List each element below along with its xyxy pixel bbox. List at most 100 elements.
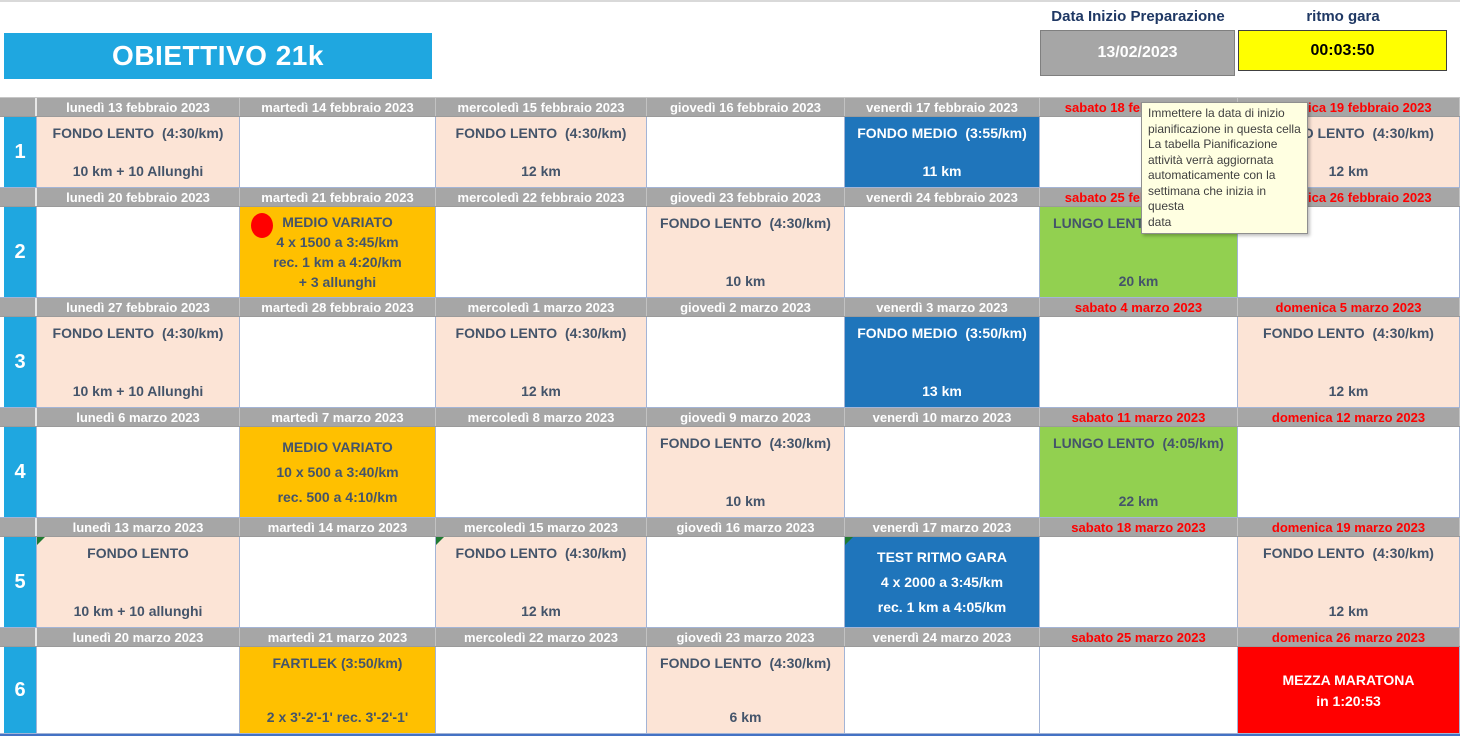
day-header-cell[interactable]: venerdì 10 marzo 2023 <box>845 408 1040 426</box>
activity-cell[interactable]: FONDO LENTO (4:30/km) 12 km <box>436 537 647 628</box>
day-header-cell[interactable]: giovedì 23 febbraio 2023 <box>647 188 845 206</box>
empty-day-cell[interactable] <box>647 117 845 188</box>
week-number-cell[interactable]: 3 <box>0 317 37 408</box>
activity-cell[interactable]: FONDO LENTO (4:30/km) 6 km <box>647 647 845 734</box>
week-number-cell[interactable]: 1 <box>0 117 37 188</box>
empty-day-cell[interactable] <box>436 207 647 298</box>
empty-day-cell[interactable] <box>436 647 647 734</box>
empty-day-cell[interactable] <box>240 537 436 628</box>
day-header-cell[interactable]: lunedì 20 marzo 2023 <box>37 628 240 646</box>
day-header-cell[interactable]: sabato 4 marzo 2023 <box>1040 298 1238 316</box>
day-header-cell[interactable]: lunedì 13 marzo 2023 <box>37 518 240 536</box>
activity-cell[interactable]: LUNGO LENTO (4:05/km) 22 km <box>1040 427 1238 518</box>
activity-cell[interactable]: FARTLEK (3:50/km) 2 x 3'-2'-1' rec. 3'-2'… <box>240 647 436 734</box>
day-header-cell[interactable]: lunedì 27 febbraio 2023 <box>37 298 240 316</box>
activity-cell[interactable]: FONDO LENTO (4:30/km) 10 km <box>647 427 845 518</box>
week-number-cell[interactable]: 4 <box>0 427 37 518</box>
activity-cell[interactable]: FONDO LENTO (4:30/km) 10 km + 10 Allunghi <box>37 117 240 188</box>
day-header-cell[interactable]: venerdì 3 marzo 2023 <box>845 298 1040 316</box>
day-header-cell[interactable]: domenica 19 marzo 2023 <box>1238 518 1460 536</box>
empty-day-cell[interactable] <box>845 647 1040 734</box>
activity-cell[interactable]: MEZZA MARATONA in 1:20:53 <box>1238 647 1460 734</box>
top-bar: OBIETTIVO 21k Data Inizio Preparazione r… <box>0 2 1460 97</box>
activity-line: + 3 allunghi <box>298 274 377 290</box>
day-header-cell[interactable]: venerdì 17 marzo 2023 <box>845 518 1040 536</box>
activity-line: 13 km <box>922 383 962 399</box>
day-header-cell[interactable]: martedì 21 marzo 2023 <box>240 628 436 646</box>
day-header-cell[interactable]: domenica 12 marzo 2023 <box>1238 408 1460 426</box>
day-header-cell[interactable]: mercoledì 1 marzo 2023 <box>436 298 647 316</box>
activity-cell[interactable]: MEDIO VARIATO 4 x 1500 a 3:45/km rec. 1 km… <box>240 207 436 298</box>
activity-cell[interactable]: FONDO LENTO (4:30/km) 10 km <box>647 207 845 298</box>
day-header-cell[interactable]: domenica 5 marzo 2023 <box>1238 298 1460 316</box>
activity-line: 12 km <box>521 383 561 399</box>
activity-cell[interactable]: FONDO LENTO (4:30/km) 12 km <box>436 117 647 188</box>
day-header-cell[interactable]: domenica 26 marzo 2023 <box>1238 628 1460 646</box>
day-header-cell[interactable]: giovedì 16 marzo 2023 <box>647 518 845 536</box>
day-header-cell[interactable]: giovedì 2 marzo 2023 <box>647 298 845 316</box>
day-header-cell[interactable]: venerdì 17 febbraio 2023 <box>845 98 1040 116</box>
empty-day-cell[interactable] <box>1238 427 1460 518</box>
day-header-cell[interactable]: martedì 28 febbraio 2023 <box>240 298 436 316</box>
activity-line: FONDO MEDIO (3:55/km) <box>857 125 1027 141</box>
day-header-cell[interactable]: lunedì 6 marzo 2023 <box>37 408 240 426</box>
activity-cell[interactable]: FONDO LENTO (4:30/km) 12 km <box>436 317 647 408</box>
day-header-cell[interactable]: mercoledì 15 febbraio 2023 <box>436 98 647 116</box>
week-number-label: 3 <box>4 317 36 407</box>
day-header-cell[interactable]: giovedì 9 marzo 2023 <box>647 408 845 426</box>
empty-day-cell[interactable] <box>37 647 240 734</box>
activity-line: rec. 1 km a 4:20/km <box>273 254 402 270</box>
day-header-cell[interactable]: venerdì 24 febbraio 2023 <box>845 188 1040 206</box>
day-header-cell[interactable]: lunedì 13 febbraio 2023 <box>37 98 240 116</box>
week-number-cell[interactable]: 2 <box>0 207 37 298</box>
activity-cell[interactable]: TEST RITMO GARA 4 x 2000 a 3:45/km rec. 1 … <box>845 537 1040 628</box>
day-header-cell[interactable]: martedì 14 febbraio 2023 <box>240 98 436 116</box>
activity-line: FONDO LENTO (4:30/km) <box>455 545 627 561</box>
empty-day-cell[interactable] <box>37 427 240 518</box>
day-header-cell[interactable]: mercoledì 8 marzo 2023 <box>436 408 647 426</box>
empty-day-cell[interactable] <box>1040 317 1238 408</box>
activity-cell[interactable]: MEDIO VARIATO 10 x 500 a 3:40/km rec. 500 … <box>240 427 436 518</box>
day-header-cell[interactable]: giovedì 23 marzo 2023 <box>647 628 845 646</box>
activity-line: FONDO LENTO <box>87 545 189 561</box>
activity-cell[interactable]: FONDO LENTO (4:30/km) 10 km + 10 Allunghi <box>37 317 240 408</box>
activity-cell[interactable]: FONDO LENTO 10 km + 10 allunghi <box>37 537 240 628</box>
day-header-cell[interactable]: mercoledì 22 marzo 2023 <box>436 628 647 646</box>
day-header-cell[interactable]: venerdì 24 marzo 2023 <box>845 628 1040 646</box>
empty-day-cell[interactable] <box>647 317 845 408</box>
week-day-header-row: lunedì 20 marzo 2023 martedì 21 marzo 202… <box>0 628 1460 647</box>
day-header-cell[interactable]: lunedì 20 febbraio 2023 <box>37 188 240 206</box>
activity-cell[interactable]: FONDO MEDIO (3:55/km) 11 km <box>845 117 1040 188</box>
day-header-cell[interactable]: martedì 21 febbraio 2023 <box>240 188 436 206</box>
day-header-cell[interactable]: sabato 25 marzo 2023 <box>1040 628 1238 646</box>
empty-day-cell[interactable] <box>240 317 436 408</box>
week-number-cell[interactable]: 6 <box>0 647 37 734</box>
activity-cell[interactable]: FONDO LENTO (4:30/km) 12 km <box>1238 537 1460 628</box>
empty-day-cell[interactable] <box>436 427 647 518</box>
empty-day-cell[interactable] <box>845 207 1040 298</box>
day-header-cell[interactable]: sabato 18 marzo 2023 <box>1040 518 1238 536</box>
week-number-cell[interactable]: 5 <box>0 537 37 628</box>
week-number-label: 6 <box>4 647 36 733</box>
empty-day-cell[interactable] <box>845 427 1040 518</box>
red-dot-icon <box>251 213 273 238</box>
empty-day-cell[interactable] <box>37 207 240 298</box>
empty-day-cell[interactable] <box>1040 537 1238 628</box>
day-header-cell[interactable]: martedì 7 marzo 2023 <box>240 408 436 426</box>
empty-day-cell[interactable] <box>1040 647 1238 734</box>
activity-cell[interactable]: FONDO LENTO (4:30/km) 12 km <box>1238 317 1460 408</box>
day-header-cell[interactable]: giovedì 16 febbraio 2023 <box>647 98 845 116</box>
activity-line: rec. 500 a 4:10/km <box>277 489 398 505</box>
day-header-cell[interactable]: mercoledì 15 marzo 2023 <box>436 518 647 536</box>
corner-cell <box>0 408 37 426</box>
day-header-cell[interactable]: mercoledì 22 febbraio 2023 <box>436 188 647 206</box>
prep-date-cell[interactable]: 13/02/2023 <box>1040 30 1235 76</box>
activity-cell[interactable]: FONDO MEDIO (3:50/km) 13 km <box>845 317 1040 408</box>
race-pace-cell[interactable]: 00:03:50 <box>1238 30 1447 71</box>
corner-cell <box>0 98 37 116</box>
empty-day-cell[interactable] <box>647 537 845 628</box>
empty-day-cell[interactable] <box>240 117 436 188</box>
day-header-cell[interactable]: sabato 11 marzo 2023 <box>1040 408 1238 426</box>
day-header-cell[interactable]: martedì 14 marzo 2023 <box>240 518 436 536</box>
